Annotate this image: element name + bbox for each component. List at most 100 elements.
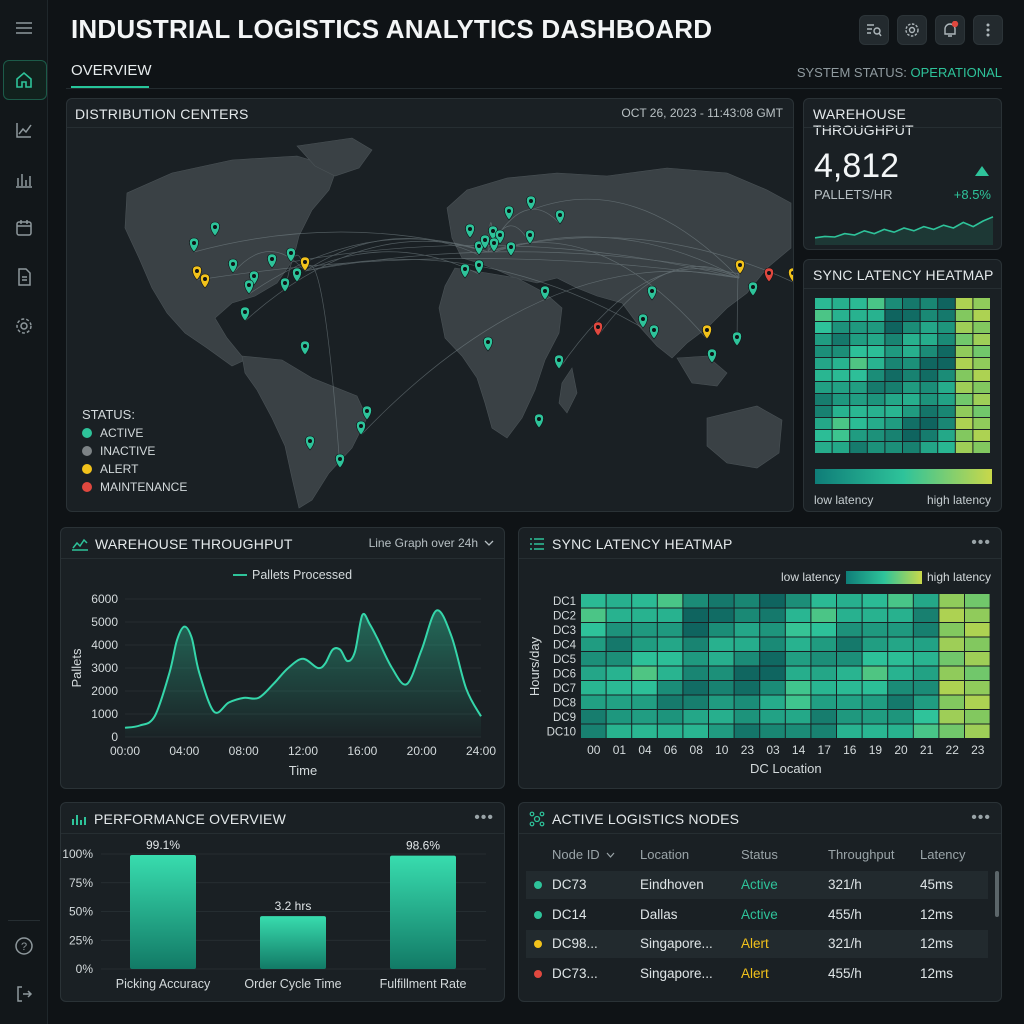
performance-more-button[interactable]: ••• <box>474 809 494 826</box>
heatmap-cell <box>920 346 938 357</box>
y-tick-label: 0% <box>76 962 94 976</box>
heatmap-cell <box>939 710 964 724</box>
settings-button[interactable] <box>897 15 927 45</box>
pin-hole <box>359 424 363 428</box>
col-label: Node ID <box>552 847 600 862</box>
logout-icon[interactable] <box>12 982 36 1006</box>
map-pin-icon <box>540 285 550 301</box>
menu-icon[interactable] <box>12 16 36 40</box>
world-map[interactable] <box>67 128 793 512</box>
heatmap-cell <box>888 666 913 680</box>
heatmap-cell <box>760 666 785 680</box>
table-row[interactable]: DC14 Dallas Active 455/h 12ms <box>526 901 988 929</box>
col-node-id[interactable]: Node ID <box>552 847 615 862</box>
performance-bar-chart: 100% 75% 50% 25% 0% 99.1% Picking Accuracy 3.2 … <box>62 838 486 991</box>
cell-throughput: 455/h <box>828 965 862 981</box>
cell-status: Alert <box>741 936 769 951</box>
pin-hole <box>537 417 541 421</box>
heatmap-cell <box>606 608 632 622</box>
heatmap-cell <box>885 346 902 357</box>
heatmap-cell <box>955 394 973 405</box>
heatmap-cell <box>955 382 973 393</box>
col-latency[interactable]: Latency <box>920 847 966 862</box>
pin-hole <box>308 439 312 443</box>
heatmap-row-label: DC7 <box>553 683 576 695</box>
heatmap-cell <box>581 608 606 622</box>
notifications-button[interactable] <box>935 15 965 45</box>
table-row[interactable]: DC98... Singapore... Alert 321/h 12ms <box>526 930 988 958</box>
heatmap-cell <box>867 322 885 333</box>
table-row[interactable]: DC73... Singapore... Alert 455/h 12ms <box>526 960 988 988</box>
pin-hole <box>486 340 490 344</box>
trend-icon[interactable] <box>12 118 36 142</box>
pin-hole <box>477 263 481 267</box>
throughput-line <box>124 609 482 729</box>
heatmap-cell <box>606 637 632 651</box>
table-row[interactable]: DC73 Eindhoven Active 321/h 45ms <box>526 871 988 899</box>
heatmap-cell <box>862 681 888 695</box>
heatmap-cell <box>832 346 850 357</box>
heatmap-cell <box>903 322 920 333</box>
col-location[interactable]: Location <box>640 847 690 862</box>
chart-type-select[interactable]: Line Graph over 24h <box>369 536 494 550</box>
throughput-line-chart: Pallets Processed 6000 5000 4000 3000 2000 100… <box>69 568 496 778</box>
pin-hole <box>507 209 511 213</box>
pin-hole <box>231 262 235 266</box>
mini-heatmap-grid <box>815 298 992 484</box>
heatmap-col-label: 21 <box>920 743 934 757</box>
pin-hole <box>558 213 562 217</box>
heatmap-cell <box>837 681 862 695</box>
heatmap-cell <box>965 652 990 666</box>
heatmap-cell <box>939 724 964 738</box>
heatmap-cell <box>837 594 862 608</box>
x-axis-label: Time <box>289 763 317 778</box>
col-throughput[interactable]: Throughput <box>828 847 895 862</box>
tab-overview[interactable]: OVERVIEW <box>71 62 152 79</box>
heatmap-cell <box>785 695 811 709</box>
more-menu-button[interactable] <box>973 15 1003 45</box>
performance-panel: PERFORMANCE OVERVIEW ••• 100% 75% 50% 25% 0%… <box>60 802 505 1002</box>
legend-label: MAINTENANCE <box>100 480 188 494</box>
heatmap-cell <box>920 358 938 369</box>
heatmap-cell <box>581 637 606 651</box>
heatmap-cell <box>903 310 920 321</box>
search-list-button[interactable] <box>859 15 889 45</box>
heatmap-more-button[interactable]: ••• <box>971 534 991 551</box>
heatmap-cell <box>862 608 888 622</box>
heatmap-cell <box>734 623 760 637</box>
performance-bar <box>260 916 326 969</box>
heatmap-cell <box>657 652 683 666</box>
nodes-more-button[interactable]: ••• <box>971 809 991 826</box>
heatmap-cell <box>785 666 811 680</box>
report-icon[interactable] <box>12 265 36 289</box>
heatmap-cell <box>632 695 657 709</box>
heatmap-cell <box>862 594 888 608</box>
system-status: SYSTEM STATUS: OPERATIONAL <box>797 65 1002 80</box>
heatmap-cell <box>973 418 990 429</box>
table-scrollbar[interactable] <box>995 871 999 917</box>
calendar-icon[interactable] <box>12 216 36 240</box>
heatmap-cell <box>657 637 683 651</box>
settings-icon[interactable] <box>12 314 36 338</box>
pin-hole <box>247 283 251 287</box>
heatmap-cell <box>939 594 964 608</box>
col-status[interactable]: Status <box>741 847 778 862</box>
pin-hole <box>303 344 307 348</box>
heatmap-row-label: DC1 <box>553 596 576 608</box>
sidebar-active-indicator <box>3 60 47 100</box>
chart-legend-label: Pallets Processed <box>252 568 352 582</box>
pin-hole <box>303 260 307 264</box>
heatmap-cell <box>973 382 990 393</box>
pin-hole <box>543 289 547 293</box>
heatmap-cell <box>965 666 990 680</box>
help-icon[interactable]: ? <box>12 934 36 958</box>
bar-chart-icon[interactable] <box>12 167 36 191</box>
heatmap-cell <box>760 594 785 608</box>
heatmap-cell <box>903 442 920 453</box>
heatmap-cell <box>606 710 632 724</box>
heatmap-cell <box>734 594 760 608</box>
home-icon[interactable] <box>12 68 36 92</box>
heatmap-cell <box>973 334 990 345</box>
heatmap-cell <box>920 394 938 405</box>
heatmap-cell <box>920 406 938 417</box>
